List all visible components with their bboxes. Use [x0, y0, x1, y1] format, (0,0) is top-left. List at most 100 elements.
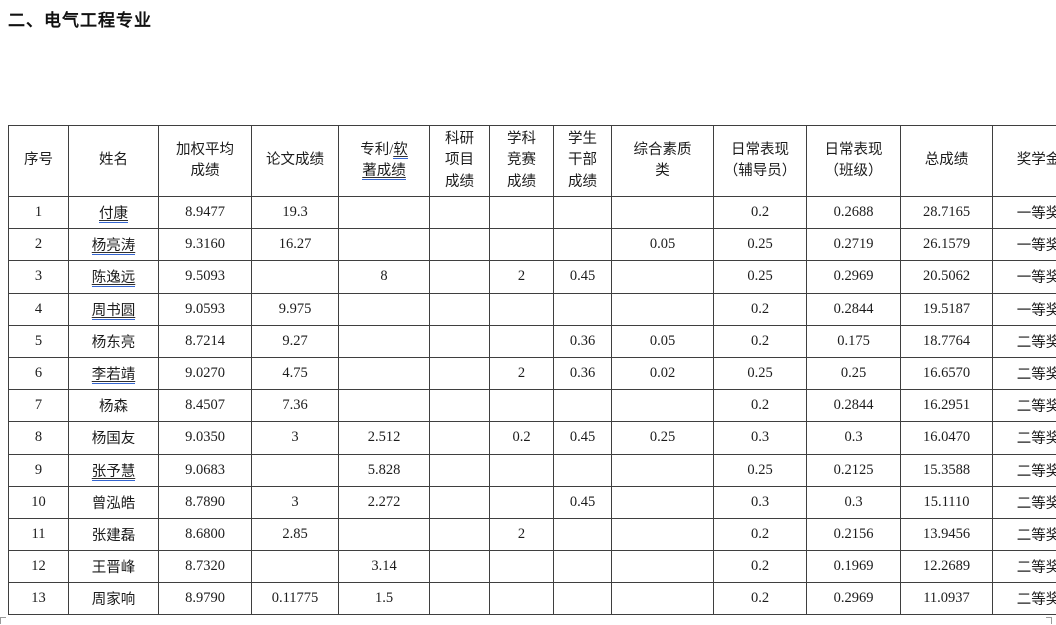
cell-paper: 16.27 [251, 228, 339, 262]
cell-daily_class: 0.2969 [806, 260, 901, 294]
cell-name: 付康 [68, 195, 159, 230]
column-header-no: 序号 [8, 125, 69, 197]
cell-quality [611, 453, 714, 487]
cell-category: 二等奖学金 [992, 485, 1056, 519]
table-body: 1付康8.947719.30.20.268828.7165一等奖学金2杨亮涛9.… [8, 195, 1056, 616]
header-row: 序号 姓名 加权平均 成绩 论文成绩 专利/软 著成绩 科研 项目 成绩 学科 竞赛 成绩学… [8, 125, 1056, 197]
cell-daily_class: 0.2969 [806, 582, 901, 616]
column-header-weighted_avg: 加权平均 成绩 [158, 125, 252, 197]
cell-total: 20.5062 [900, 260, 993, 294]
cell-weighted_avg: 8.9790 [158, 582, 252, 616]
cell-research [429, 356, 490, 391]
column-header-research: 科研 项目 成绩 [429, 125, 490, 197]
cell-quality [611, 389, 714, 423]
cell-research [429, 421, 490, 455]
cell-name: 陈逸远 [68, 260, 159, 294]
column-header-daily_counselor: 日常表现 （辅导员） [713, 125, 807, 197]
cell-daily_class: 0.175 [806, 324, 901, 358]
cell-name: 周家响 [68, 582, 159, 616]
cell-daily_counselor: 0.25 [713, 453, 807, 487]
cell-competition [489, 550, 554, 584]
cell-category: 二等奖学金 [992, 421, 1056, 455]
cell-weighted_avg: 8.7214 [158, 324, 252, 358]
cell-daily_counselor: 0.2 [713, 550, 807, 584]
cell-weighted_avg: 9.5093 [158, 260, 252, 294]
cell-cadre [553, 453, 612, 487]
student-name-underlined: 李若靖 [91, 367, 136, 385]
cell-daily_class: 0.2125 [806, 453, 901, 487]
cell-competition [489, 195, 554, 230]
column-header-patent: 专利/软 著成绩 [338, 125, 430, 197]
cell-cadre: 0.36 [553, 356, 612, 391]
cell-patent [338, 324, 430, 358]
cell-cadre [553, 582, 612, 616]
cell-category: 二等奖学金 [992, 582, 1056, 616]
cell-daily_counselor: 0.3 [713, 485, 807, 519]
cell-research [429, 292, 490, 326]
cell-daily_counselor: 0.2 [713, 292, 807, 326]
cell-competition: 0.2 [489, 421, 554, 455]
cell-paper: 2.85 [251, 517, 339, 552]
cell-quality [611, 195, 714, 230]
cell-quality: 0.05 [611, 228, 714, 262]
cell-quality: 0.02 [611, 356, 714, 391]
cell-weighted_avg: 9.0593 [158, 292, 252, 326]
cell-no: 6 [8, 356, 69, 391]
column-header-total: 总成绩 [900, 125, 993, 197]
cell-paper: 0.11775 [251, 582, 339, 616]
cell-no: 12 [8, 550, 69, 584]
cell-research [429, 453, 490, 487]
cell-no: 9 [8, 453, 69, 487]
cell-category: 二等奖学金 [992, 356, 1056, 391]
cell-name: 周书圆 [68, 292, 159, 326]
cell-daily_counselor: 0.25 [713, 228, 807, 262]
cell-weighted_avg: 9.3160 [158, 228, 252, 262]
cell-no: 5 [8, 324, 69, 358]
cell-competition: 2 [489, 260, 554, 294]
cell-patent [338, 292, 430, 326]
cell-research [429, 195, 490, 230]
cell-patent: 5.828 [338, 453, 430, 487]
cell-cadre: 0.45 [553, 260, 612, 294]
cell-weighted_avg: 8.7890 [158, 485, 252, 519]
cell-cadre [553, 195, 612, 230]
cell-cadre [553, 550, 612, 584]
cell-quality: 0.25 [611, 421, 714, 455]
cell-total: 16.0470 [900, 421, 993, 455]
cell-cadre: 0.45 [553, 485, 612, 519]
cell-daily_class: 0.25 [806, 356, 901, 391]
cell-no: 4 [8, 292, 69, 326]
table-row: 8 杨国友 9.0350 3 2.512 0.2 0.45 0.25 0.3 0.3 16.0470… [8, 421, 1056, 455]
cell-daily_counselor: 0.2 [713, 195, 807, 230]
cell-quality [611, 292, 714, 326]
cell-research [429, 228, 490, 262]
cell-paper: 3 [251, 485, 339, 519]
cell-name: 张予慧 [68, 453, 159, 487]
cell-daily_class: 0.2688 [806, 195, 901, 230]
cell-research [429, 582, 490, 616]
cell-patent: 8 [338, 260, 430, 294]
cell-daily_class: 0.3 [806, 421, 901, 455]
cell-name: 杨亮涛 [68, 228, 159, 262]
cell-daily_class: 0.3 [806, 485, 901, 519]
cell-daily_counselor: 0.2 [713, 582, 807, 616]
cell-paper [251, 453, 339, 487]
cell-name: 李若靖 [68, 356, 159, 391]
cell-category: 二等奖学金 [992, 453, 1056, 487]
cell-research [429, 324, 490, 358]
table-header: 序号 姓名 加权平均 成绩 论文成绩 专利/软 著成绩 科研 项目 成绩 学科 竞赛 成绩学… [8, 125, 1056, 197]
column-header-paper: 论文成绩 [251, 125, 339, 197]
cell-total: 16.2951 [900, 389, 993, 423]
cell-competition [489, 228, 554, 262]
cell-daily_counselor: 0.2 [713, 324, 807, 358]
cell-no: 1 [8, 195, 69, 230]
cell-total: 12.2689 [900, 550, 993, 584]
